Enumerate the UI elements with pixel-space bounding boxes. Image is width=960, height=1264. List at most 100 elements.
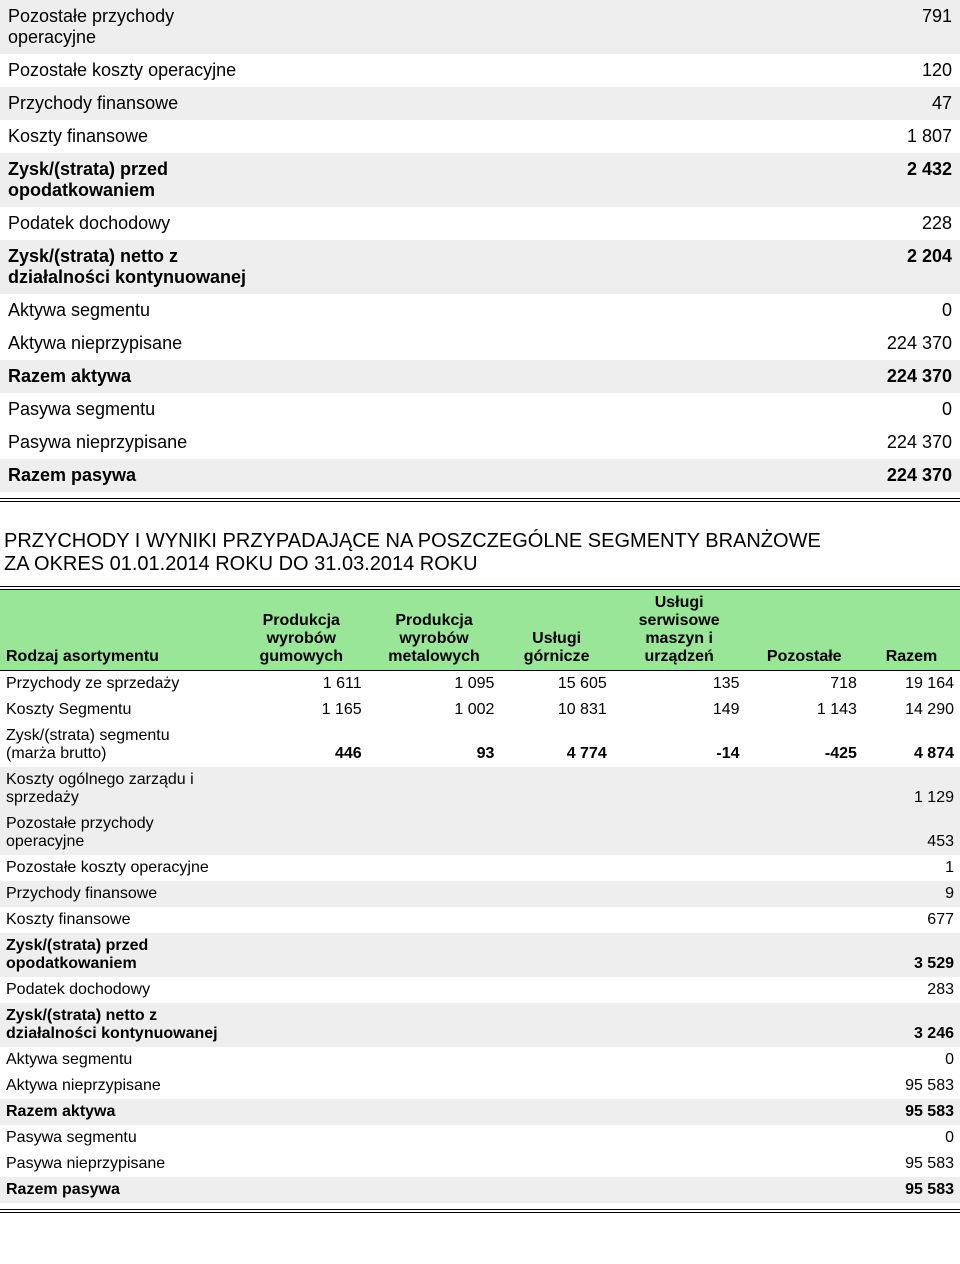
row-label: Koszty finansowe xyxy=(0,907,235,933)
table-row: Pozostałe koszty operacyjne1 xyxy=(0,855,960,881)
cell-value: 1 143 xyxy=(746,697,863,723)
row-label: Koszty Segmentu xyxy=(0,697,235,723)
cell-value xyxy=(368,1047,501,1073)
cell-value: 135 xyxy=(613,671,746,698)
row-label: Podatek dochodowy xyxy=(0,977,235,1003)
cell-value xyxy=(613,907,746,933)
row-label: Zysk/(strata) segmentu (marża brutto) xyxy=(0,723,235,767)
table-row: Pasywa nieprzypisane95 583 xyxy=(0,1151,960,1177)
cell-value xyxy=(613,881,746,907)
cell-value xyxy=(500,1125,612,1151)
cell-value: 19 164 xyxy=(863,671,960,698)
cell-value xyxy=(746,855,863,881)
cell-value: 95 583 xyxy=(863,1073,960,1099)
table-row: Pozostałe przychody operacyjne453 xyxy=(0,811,960,855)
cell-value: 4 874 xyxy=(863,723,960,767)
row-label: Pasywa segmentu xyxy=(0,1125,235,1151)
cell-value xyxy=(235,907,368,933)
cell-value: 718 xyxy=(746,671,863,698)
cell-value: 9 xyxy=(863,881,960,907)
cell-value xyxy=(368,977,501,1003)
row-value: 120 xyxy=(260,54,960,87)
cell-value: 1 611 xyxy=(235,671,368,698)
table-row: Aktywa segmentu0 xyxy=(0,294,960,327)
row-label: Przychody finansowe xyxy=(0,87,260,120)
row-label: Pozostałe przychody operacyjne xyxy=(0,0,260,54)
cell-value: -425 xyxy=(746,723,863,767)
table-row: Pozostałe przychody operacyjne791 xyxy=(0,0,960,54)
cell-value: 3 529 xyxy=(863,933,960,977)
cell-value xyxy=(746,977,863,1003)
cell-value xyxy=(500,811,612,855)
cell-value xyxy=(368,1177,501,1203)
cell-value xyxy=(500,1177,612,1203)
table-row: Aktywa nieprzypisane224 370 xyxy=(0,327,960,360)
cell-value: 1 xyxy=(863,855,960,881)
column-header: Usługi serwisowe maszyn i urządzeń xyxy=(613,590,746,671)
cell-value xyxy=(235,977,368,1003)
row-value: 1 807 xyxy=(260,120,960,153)
column-header: Pozostałe xyxy=(746,590,863,671)
row-value: 2 432 xyxy=(260,153,960,207)
table-row: Pasywa segmentu0 xyxy=(0,393,960,426)
column-header: Produkcja wyrobów metalowych xyxy=(368,590,501,671)
table-row: Pasywa segmentu0 xyxy=(0,1125,960,1151)
row-label: Przychody ze sprzedaży xyxy=(0,671,235,698)
row-value: 228 xyxy=(260,207,960,240)
cell-value xyxy=(368,767,501,811)
cell-value xyxy=(746,1177,863,1203)
cell-value xyxy=(235,1003,368,1047)
row-label: Pasywa nieprzypisane xyxy=(0,1151,235,1177)
cell-value xyxy=(613,933,746,977)
cell-value xyxy=(613,1177,746,1203)
cell-value xyxy=(235,1099,368,1125)
cell-value xyxy=(746,767,863,811)
cell-value xyxy=(500,1099,612,1125)
summary-table-top: Pozostałe przychody operacyjne791Pozosta… xyxy=(0,0,960,492)
cell-value: 1 165 xyxy=(235,697,368,723)
table-row: Koszty finansowe1 807 xyxy=(0,120,960,153)
cell-value xyxy=(500,933,612,977)
cell-value xyxy=(500,907,612,933)
table-row: Podatek dochodowy 283 xyxy=(0,977,960,1003)
row-label: Koszty ogólnego zarządu i sprzedaży xyxy=(0,767,235,811)
cell-value xyxy=(368,933,501,977)
cell-value xyxy=(368,881,501,907)
cell-value xyxy=(746,1099,863,1125)
table-row: Pasywa nieprzypisane224 370 xyxy=(0,426,960,459)
cell-value: 0 xyxy=(863,1047,960,1073)
segment-table: Rodzaj asortymentuProdukcja wyrobów gumo… xyxy=(0,590,960,1203)
cell-value xyxy=(368,811,501,855)
cell-value xyxy=(368,855,501,881)
row-label: Przychody finansowe xyxy=(0,881,235,907)
table-row: Zysk/(strata) netto z działalności konty… xyxy=(0,240,960,294)
cell-value xyxy=(613,1151,746,1177)
cell-value xyxy=(613,1125,746,1151)
cell-value xyxy=(235,811,368,855)
cell-value xyxy=(368,1099,501,1125)
cell-value: 446 xyxy=(235,723,368,767)
row-value: 224 370 xyxy=(260,426,960,459)
row-label: Razem aktywa xyxy=(0,1099,235,1125)
cell-value xyxy=(746,1047,863,1073)
row-value: 224 370 xyxy=(260,327,960,360)
cell-value xyxy=(368,1125,501,1151)
column-header: Razem xyxy=(863,590,960,671)
cell-value xyxy=(613,977,746,1003)
column-header: Rodzaj asortymentu xyxy=(0,590,235,671)
row-value: 47 xyxy=(260,87,960,120)
table-row: Razem aktywa224 370 xyxy=(0,360,960,393)
cell-value xyxy=(613,1099,746,1125)
cell-value: 283 xyxy=(863,977,960,1003)
cell-value xyxy=(500,1003,612,1047)
cell-value: 14 290 xyxy=(863,697,960,723)
table-row: Razem pasywa95 583 xyxy=(0,1177,960,1203)
table-row: Przychody finansowe47 xyxy=(0,87,960,120)
row-label: Zysk/(strata) przed opodatkowaniem xyxy=(0,153,260,207)
table-row: Pozostałe koszty operacyjne120 xyxy=(0,54,960,87)
row-label: Razem pasywa xyxy=(0,1177,235,1203)
cell-value: 95 583 xyxy=(863,1099,960,1125)
row-label: Pasywa nieprzypisane xyxy=(0,426,260,459)
cell-value: 3 246 xyxy=(863,1003,960,1047)
table-row: Aktywa segmentu0 xyxy=(0,1047,960,1073)
